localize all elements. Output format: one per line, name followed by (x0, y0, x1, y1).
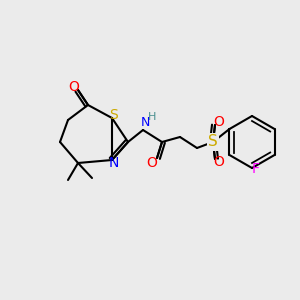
Text: F: F (252, 162, 260, 176)
Text: O: O (147, 156, 158, 170)
Text: S: S (110, 108, 118, 122)
Text: O: O (214, 155, 224, 169)
Text: N: N (140, 116, 150, 128)
Text: S: S (208, 134, 218, 149)
Text: O: O (214, 115, 224, 129)
Text: N: N (109, 156, 119, 170)
Text: O: O (69, 80, 80, 94)
Text: H: H (148, 112, 156, 122)
